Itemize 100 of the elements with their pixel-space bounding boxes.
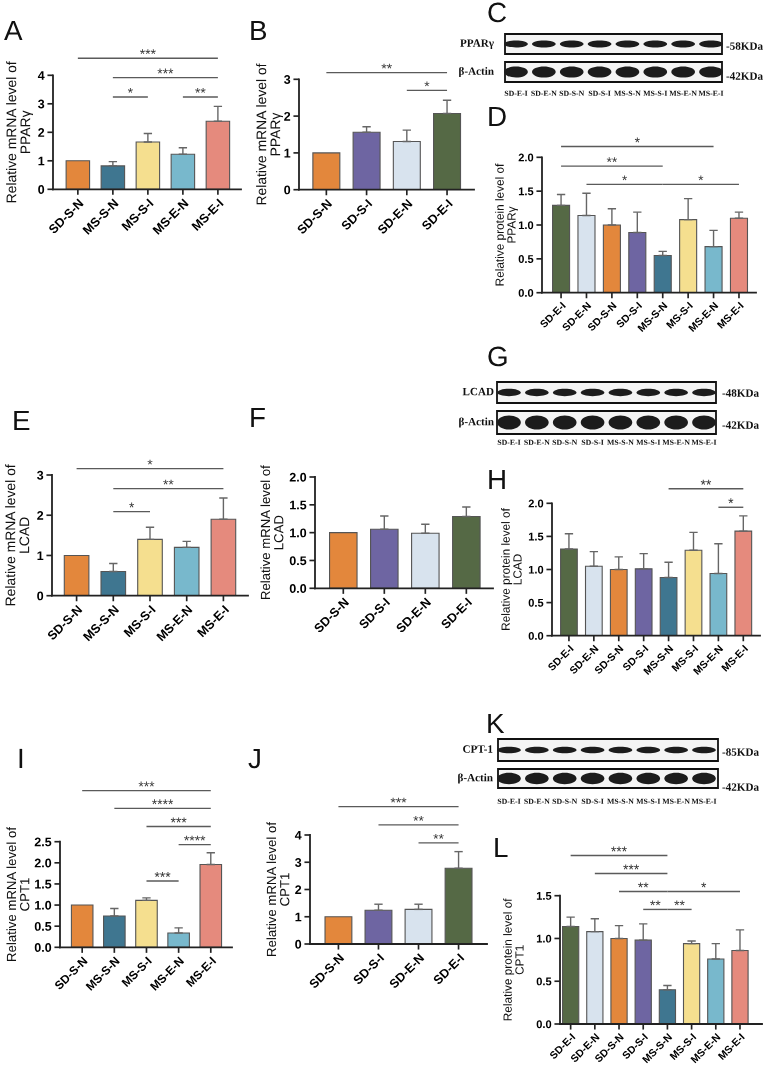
chart-title: F (251, 407, 265, 427)
y-axis-title: Relative protein level of PPARγ (495, 163, 518, 286)
y-tick-label: 1.0 (528, 565, 544, 574)
text: * (701, 882, 707, 888)
y-tick-label: 1 (295, 912, 302, 922)
y-tick-label: 1.0 (290, 528, 307, 538)
y-tick-label: 2.0 (289, 472, 307, 482)
annotation: ** (433, 833, 444, 839)
text: *** (611, 846, 627, 852)
y-axis-title: Relative protein level of CPT1 (503, 898, 524, 1021)
y-tick-label: 0 (38, 185, 45, 194)
annotation: *** (154, 872, 171, 877)
y-tick-label: 0.5 (34, 921, 52, 931)
y-tick-label: 4 (294, 830, 302, 840)
text: **** (151, 799, 174, 805)
y-tick-label: 1 (284, 148, 291, 158)
y-tick-label: 0.0 (518, 288, 534, 297)
text: G (488, 346, 507, 367)
text: *** (138, 781, 155, 787)
text: -42KDa (726, 72, 763, 80)
text: PPARγ (460, 39, 494, 50)
annotation: ** (606, 157, 618, 163)
text: * (634, 137, 640, 143)
y-tick-label: 2.0 (518, 153, 534, 162)
y-tick-label: 1 (38, 156, 45, 166)
text: *** (623, 864, 640, 870)
y-tick-label: 3 (38, 99, 45, 109)
annotation: * (622, 175, 628, 181)
y-tick-label: 0.5 (528, 598, 544, 607)
annotation: * (424, 81, 430, 87)
y-tick-label: 2 (284, 111, 291, 121)
y-tick-label: 2 (37, 511, 44, 520)
y-tick-label: 4 (37, 71, 45, 80)
text: * (728, 498, 734, 504)
y-tick-label: 1.5 (290, 500, 307, 510)
annotation: ** (163, 479, 174, 485)
y-tick-label: 0.0 (34, 943, 52, 952)
text: ** (700, 479, 712, 485)
y-tick-label: 1.5 (536, 892, 552, 900)
y-tick-label: 2 (295, 885, 302, 895)
y-tick-label: 2.0 (528, 499, 544, 508)
y-tick-label: 3 (37, 470, 44, 480)
text: -42KDa (722, 783, 759, 791)
text: ** (381, 63, 392, 69)
text: *** (390, 797, 407, 803)
annotation: * (698, 175, 704, 181)
text: *** (157, 68, 174, 74)
text: LCAD (462, 387, 494, 396)
text: CPT-1 (463, 745, 493, 753)
text: -42KDa (722, 421, 759, 429)
text: ** (413, 815, 424, 821)
y-tick-label: 1.5 (35, 879, 52, 889)
text: **** (184, 835, 206, 841)
y-tick-label: 0.0 (289, 584, 307, 593)
y-tick-label: 2.5 (34, 837, 52, 847)
y-tick-label: 1.0 (35, 900, 52, 910)
y-tick-label: 0.5 (518, 255, 534, 263)
y-axis-title: Relative mRNA level of PPARγ (256, 63, 283, 205)
chart-title: A (4, 20, 23, 40)
y-tick-label: 0.5 (289, 556, 307, 566)
chart-title: I (19, 748, 23, 768)
annotation: * (129, 502, 135, 508)
chart-title: B (251, 20, 267, 40)
y-tick-label: 1.0 (518, 221, 534, 230)
y-axis-title: Relative mRNA level of CPT1 (6, 827, 30, 961)
y-axis-title: Relative mRNA level of PPARγ (6, 61, 33, 203)
y-tick-label: 0 (295, 939, 302, 949)
annotation: ** (674, 900, 685, 906)
y-axis-title: Relative protein level of LCAD (501, 508, 522, 630)
y-tick-label: 1.5 (528, 532, 544, 541)
y-axis-title: Relative mRNA level of LCAD (5, 464, 30, 606)
text: *** (170, 817, 187, 823)
y-tick-label: 1 (37, 551, 44, 560)
y-tick-label: 2 (38, 128, 45, 137)
y-tick-label: 1.0 (536, 934, 552, 943)
text: * (147, 459, 153, 465)
y-tick-label: 0 (284, 185, 291, 195)
y-axis-title: Relative mRNA level of LCAD (260, 465, 284, 600)
text: β-Actin (459, 66, 494, 78)
chart-title: E (14, 410, 30, 430)
text: C (488, 2, 506, 23)
y-tick-label: 0.0 (536, 1020, 552, 1029)
chart-title: J (248, 748, 260, 769)
text: β-Actin (458, 773, 493, 784)
annotation: ** (650, 900, 661, 906)
y-tick-label: 3 (295, 858, 302, 867)
y-tick-label: 3 (284, 75, 291, 84)
annotation: * (127, 88, 133, 93)
text: -85KDa (722, 748, 759, 756)
y-tick-label: 1.5 (518, 187, 534, 196)
chart-title: D (489, 106, 506, 126)
chart-title: L (495, 837, 508, 857)
y-tick-label: 0 (37, 591, 44, 601)
text: *** (139, 49, 156, 55)
y-tick-label: 0.0 (528, 631, 544, 640)
y-axis-title: Relative mRNA level of CPT1 (266, 822, 290, 956)
annotation: ** (195, 88, 206, 93)
y-tick-label: 2.0 (34, 858, 52, 868)
text: -58KDa (726, 42, 763, 50)
text: ** (638, 882, 649, 888)
